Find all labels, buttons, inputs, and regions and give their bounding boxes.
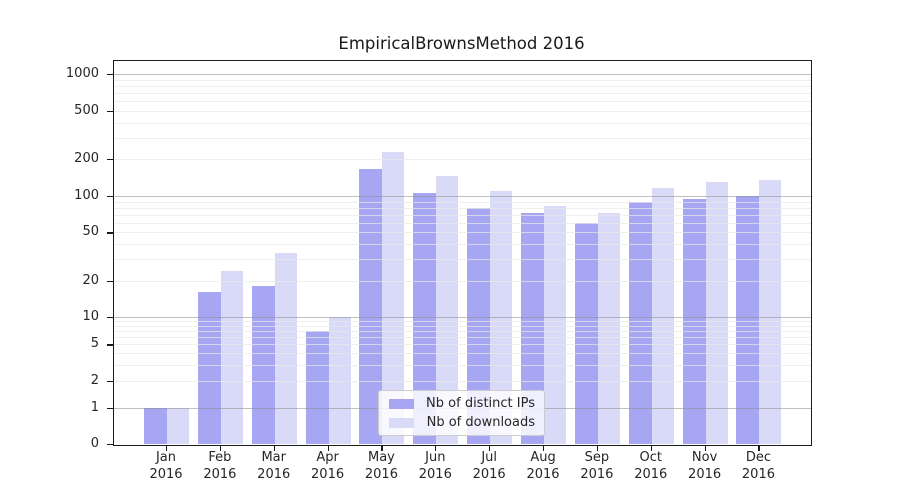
y-tick-mark: [107, 159, 113, 161]
y-tick-label-50: 50: [82, 224, 99, 240]
x-tick-mark: [543, 445, 545, 451]
y-tick-mark: [107, 110, 113, 112]
bar-downloads-jun: [436, 176, 459, 444]
bar-ips-jan: [144, 408, 167, 444]
legend-item-downloads: Nb of downloads: [389, 415, 535, 431]
plot-area: [113, 60, 812, 446]
bar-downloads-dec: [759, 180, 782, 444]
minor-gridline: [114, 122, 811, 124]
y-tick-mark: [107, 74, 113, 76]
bar-ips-mar: [251, 286, 275, 444]
bar-downloads-apr: [328, 317, 351, 444]
x-tick-mark: [650, 445, 652, 451]
bar-downloads-mar: [274, 252, 297, 444]
y-tick-label-20: 20: [82, 272, 99, 288]
x-tick-label-nov: Nov 2016: [688, 450, 722, 482]
x-tick-mark: [327, 445, 329, 451]
y-tick-label-200: 200: [74, 151, 99, 167]
y-tick-mark: [107, 232, 113, 234]
y-tick-mark: [107, 317, 113, 319]
minor-gridline: [114, 159, 811, 161]
bar-downloads-oct: [651, 188, 674, 444]
bar-ips-may: [359, 169, 383, 444]
bar-ips-dec: [736, 196, 760, 444]
bar-downloads-jan: [167, 408, 189, 444]
y-tick-label-1000: 1000: [65, 66, 99, 81]
chart-title: EmpiricalBrownsMethod 2016: [338, 34, 585, 53]
bar-ips-oct: [628, 201, 652, 444]
y-tick-mark: [107, 280, 113, 282]
x-tick-mark: [489, 445, 491, 451]
x-tick-label-oct: Oct 2016: [634, 450, 668, 482]
x-tick-label-apr: Apr 2016: [311, 450, 345, 482]
x-tick-mark: [219, 445, 222, 451]
y-tick-label-0: 0: [90, 436, 99, 451]
bar-ips-feb: [197, 292, 221, 444]
bar-ips-apr: [305, 331, 329, 444]
major-gridline: [114, 74, 811, 75]
minor-gridline: [114, 79, 811, 81]
x-tick-label-jun: Jun 2016: [418, 450, 452, 482]
legend-swatch-distinct-ips: [389, 398, 414, 409]
minor-gridline: [114, 85, 811, 87]
y-tick-mark: [107, 444, 113, 446]
x-tick-mark: [381, 445, 383, 451]
y-tick-label-10: 10: [82, 309, 99, 324]
x-tick-mark: [273, 445, 275, 451]
legend-label-distinct-ips: Nb of distinct IPs: [426, 396, 535, 411]
y-tick-label-100: 100: [74, 188, 99, 203]
y-tick-mark: [107, 196, 113, 198]
minor-gridline: [114, 110, 811, 112]
x-tick-mark: [758, 445, 760, 451]
y-tick-label-500: 500: [74, 102, 99, 118]
y-tick-label-1: 1: [90, 400, 99, 415]
x-tick-mark: [596, 445, 599, 451]
legend-item-distinct-ips: Nb of distinct IPs: [389, 396, 535, 412]
y-tick-mark: [107, 408, 113, 410]
x-tick-mark: [166, 445, 168, 451]
minor-gridline: [114, 137, 811, 139]
y-tick-label-2: 2: [90, 372, 99, 388]
bar-downloads-may: [382, 151, 405, 444]
bar-ips-nov: [682, 198, 706, 444]
x-tick-label-may: May 2016: [364, 450, 398, 482]
bar-downloads-nov: [705, 182, 728, 444]
bar-ips-aug: [521, 213, 545, 444]
minor-gridline: [114, 101, 811, 103]
minor-gridline: [114, 92, 811, 94]
bar-ips-sep: [574, 222, 598, 444]
legend-label-downloads: Nb of downloads: [426, 415, 535, 430]
y-tick-mark: [107, 344, 113, 346]
x-tick-mark: [704, 445, 706, 451]
y-tick-mark: [107, 380, 113, 382]
legend: Nb of distinct IPs Nb of downloads: [378, 390, 545, 436]
x-tick-label-aug: Aug 2016: [526, 450, 560, 482]
x-tick-label-mar: Mar 2016: [257, 450, 291, 482]
x-tick-label-feb: Feb 2016: [203, 450, 237, 482]
x-tick-label-jul: Jul 2016: [472, 450, 506, 482]
legend-swatch-downloads: [389, 417, 414, 428]
y-tick-label-5: 5: [90, 336, 99, 352]
x-tick-label-jan: Jan 2016: [149, 450, 183, 482]
x-tick-label-sep: Sep 2016: [580, 450, 614, 482]
bar-downloads-feb: [220, 270, 243, 444]
x-tick-mark: [435, 445, 437, 451]
bar-downloads-sep: [597, 213, 620, 444]
bar-downloads-aug: [544, 206, 567, 444]
x-tick-label-dec: Dec 2016: [741, 450, 775, 482]
